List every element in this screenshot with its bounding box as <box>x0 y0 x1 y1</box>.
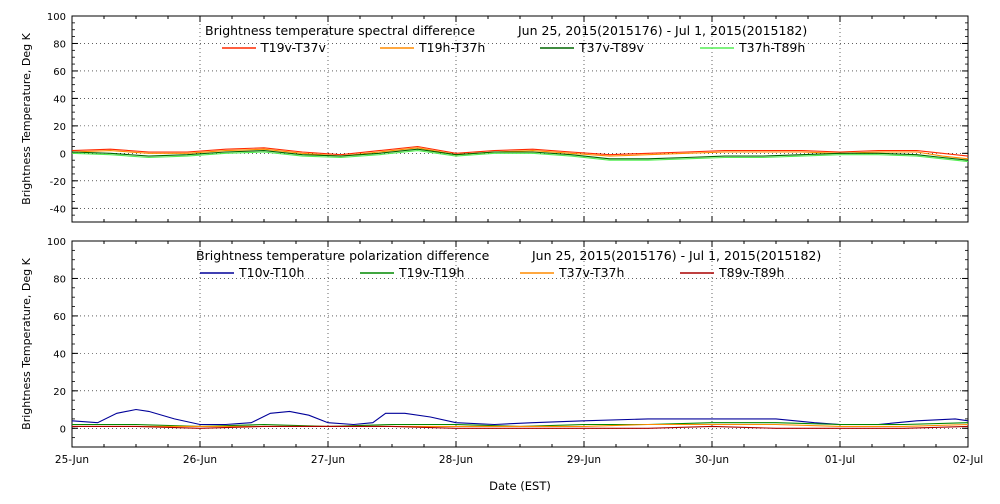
y-tick-label: 40 <box>53 349 66 360</box>
x-tick-label: 28-Jun <box>439 454 473 466</box>
chart-title: Brightness temperature polarization diff… <box>196 248 490 263</box>
y-tick-label: 80 <box>53 39 66 50</box>
y-tick-label: -40 <box>50 204 66 215</box>
chart-date-range: Jun 25, 2015(2015176) - Jul 1, 2015(2015… <box>517 23 807 38</box>
y-tick-label: 60 <box>53 67 66 78</box>
chart-date-range: Jun 25, 2015(2015176) - Jul 1, 2015(2015… <box>531 248 821 263</box>
legend-label: T37v-T89v <box>578 40 645 55</box>
legend-label: T19h-T37h <box>418 40 485 55</box>
x-axis-label: Date (EST) <box>489 479 551 493</box>
y-tick-label: 0 <box>60 424 66 435</box>
x-tick-label: 25-Jun <box>55 454 89 466</box>
x-tick-label: 26-Jun <box>183 454 217 466</box>
x-tick-label: 02-Jul <box>953 454 983 466</box>
y-tick-label: 20 <box>53 122 66 133</box>
series-line-t37v-t37h <box>72 423 969 427</box>
x-tick-label: 29-Jun <box>567 454 601 466</box>
y-tick-label: 20 <box>53 387 66 398</box>
y-axis-label: Brightness Temperature, Deg K <box>20 32 33 204</box>
series-line-t10v-t10h <box>71 408 969 426</box>
y-tick-label: 80 <box>53 274 66 285</box>
chart-panel-2: 0 20 40 60 80 100 Brightness temperature polar… <box>20 237 969 448</box>
plot-frame <box>71 15 969 223</box>
legend-label: T37h-T89h <box>738 40 805 55</box>
series-line-t89v-t89h <box>72 425 969 429</box>
legend-label: T37v-T37h <box>558 265 624 280</box>
legend-label: T89v-T89h <box>718 265 784 280</box>
y-tick-label: -20 <box>50 177 66 188</box>
legend-label: T19v-T37v <box>260 40 327 55</box>
series-line-t37h-t89h <box>71 150 969 163</box>
y-tick-label: 100 <box>47 12 66 23</box>
legend-label: T10v-T10h <box>238 265 304 280</box>
chart-title: Brightness temperature spectral differen… <box>205 23 475 38</box>
y-tick-label: 0 <box>60 149 66 160</box>
x-tick-label: 27-Jun <box>311 454 345 466</box>
y-tick-label: 100 <box>47 237 66 248</box>
chart-panel-1: -40 -20 0 20 40 60 80 100 Brightness temperature… <box>20 12 969 223</box>
x-tick-label: 30-Jun <box>695 454 729 466</box>
legend-label: T19v-T19h <box>398 265 464 280</box>
y-axis-label: Brightness Temperature, Deg K <box>20 257 33 429</box>
series-line-t19v-t37v <box>71 145 969 157</box>
series-line-t37v-t89v <box>71 148 969 161</box>
y-tick-label: 40 <box>53 94 66 105</box>
x-tick-label: 01-Jul <box>825 454 855 466</box>
plot-frame <box>71 240 969 448</box>
y-tick-label: 60 <box>53 312 66 323</box>
